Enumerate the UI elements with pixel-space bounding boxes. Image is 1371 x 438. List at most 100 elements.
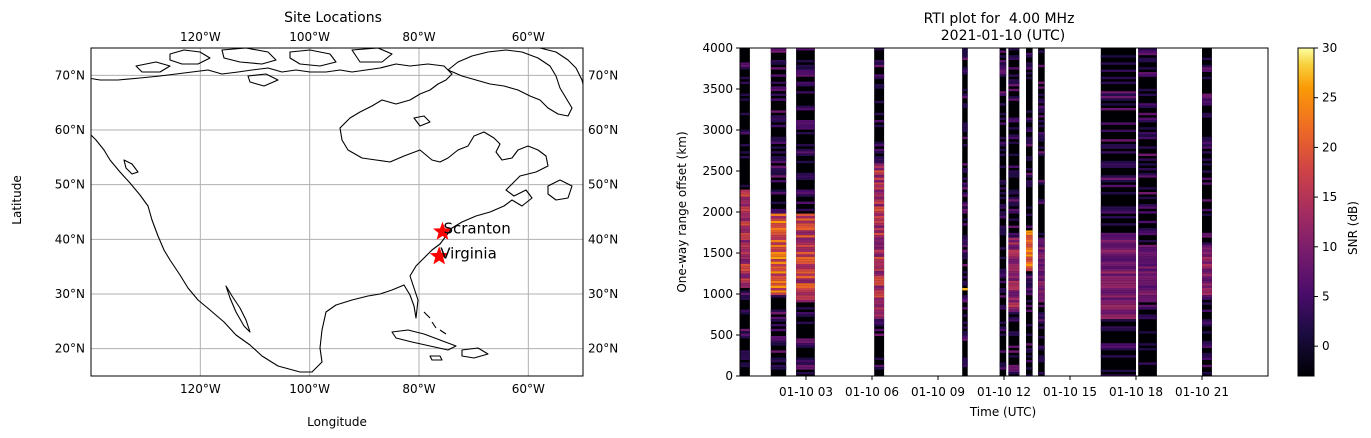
rti-cell: [770, 172, 787, 176]
rti-cell: [770, 139, 787, 142]
rti-cell: [796, 223, 815, 226]
coastline-newfoundland: [547, 179, 573, 201]
rti-cell: [1008, 316, 1020, 320]
rti-cell: [796, 194, 815, 197]
rti-cell: [874, 237, 885, 240]
rti-cell: [1100, 307, 1136, 310]
rti-cell: [1138, 362, 1157, 365]
rti-cell: [1100, 309, 1136, 312]
rti-cell: [770, 146, 787, 149]
rti-cell: [1008, 309, 1020, 312]
rti-cell: [740, 297, 750, 300]
rti-cell: [1138, 268, 1157, 272]
rti-cell: [796, 240, 815, 243]
rti-cell: [1038, 64, 1045, 68]
rti-cell: [874, 278, 885, 281]
rti-cell: [1202, 340, 1212, 344]
rti-cell: [874, 206, 885, 209]
rti-cell: [740, 151, 750, 154]
rti-cell: [1026, 285, 1033, 288]
rti-cell: [770, 271, 787, 274]
rti-cell: [1026, 240, 1033, 243]
rti-cell: [1026, 343, 1033, 346]
rti-cell: [874, 201, 885, 204]
rti-cell: [962, 314, 968, 317]
rti-cell: [1038, 199, 1045, 202]
rti-cell: [962, 362, 968, 365]
rti-cell: [770, 247, 787, 250]
rti-cell: [999, 204, 1007, 207]
rti-cell: [1026, 300, 1033, 303]
rti-cell: [796, 127, 815, 130]
rti-cell: [962, 144, 968, 147]
rti-cell: [1038, 151, 1045, 154]
rti-cell: [740, 225, 750, 228]
coastline-arctic-island-4: [351, 48, 393, 63]
rti-cell: [1138, 136, 1157, 140]
rti-cell: [1202, 76, 1212, 80]
rti-cell: [962, 338, 968, 341]
rti-cell: [1026, 175, 1033, 178]
rti-data-block: [1026, 48, 1033, 376]
rti-cell: [740, 331, 750, 334]
rti-cell: [1008, 259, 1020, 262]
rti-cell: [1100, 374, 1136, 376]
rti-cell: [770, 62, 787, 65]
rti-cell: [1100, 232, 1136, 236]
rti-cell: [796, 48, 815, 51]
rti-ytick-label: 2000: [702, 205, 733, 219]
rti-cell: [1100, 348, 1136, 351]
rti-cell: [1038, 115, 1045, 118]
rti-cell: [1008, 276, 1020, 279]
rti-cell: [1026, 280, 1033, 284]
rti-cell: [796, 84, 815, 87]
rti-cell: [1100, 304, 1136, 308]
rti-cell: [740, 230, 750, 233]
rti-cell: [874, 316, 885, 320]
rti-cell: [1026, 278, 1033, 281]
rti-cell: [1100, 283, 1136, 286]
rti-cell: [1100, 208, 1136, 212]
rti-panel: RTI plot for 4.00 MHz 2021-01-10 (UTC) 0…: [675, 11, 1360, 419]
rti-cell: [1100, 261, 1136, 264]
rti-cell: [1038, 259, 1045, 262]
rti-cell: [1202, 364, 1212, 368]
rti-cell: [874, 160, 885, 164]
rti-cell: [962, 264, 968, 267]
rti-cell: [1008, 319, 1020, 322]
rti-cell: [1202, 199, 1212, 202]
rti-cell: [770, 364, 787, 368]
rti-cell: [1138, 117, 1157, 120]
rti-block-background: [1038, 48, 1045, 376]
map-ytick-label-left: 70°N: [55, 68, 85, 82]
rti-cell: [1202, 213, 1212, 216]
rti-cell: [962, 105, 968, 108]
coastlines: [91, 48, 583, 373]
rti-cell: [740, 213, 750, 216]
rti-cell: [1100, 211, 1136, 214]
rti-cell: [1026, 256, 1033, 260]
rti-cell: [1202, 136, 1212, 140]
coastline-mainland: [91, 63, 549, 373]
rti-cell: [1038, 242, 1045, 245]
rti-cell: [770, 256, 787, 260]
site-markers: Scranton Virginia: [429, 220, 511, 265]
rti-cell: [770, 324, 787, 327]
rti-cell: [1138, 264, 1157, 267]
rti-cell: [1038, 86, 1045, 89]
rti-cell: [1100, 163, 1136, 166]
rti-xtick-label: 01-10 18: [1109, 385, 1163, 399]
rti-cell: [770, 180, 787, 183]
rti-cell: [1008, 232, 1020, 236]
map-ytick-label-right: 30°N: [588, 287, 618, 301]
rti-cell: [1100, 252, 1136, 255]
rti-cell: [1008, 57, 1020, 60]
rti-cell: [740, 93, 750, 96]
map-xtick-label-bottom: 100°W: [289, 382, 330, 396]
rti-cell: [1038, 136, 1045, 140]
rti-cell: [1100, 314, 1136, 317]
rti-cell: [1008, 290, 1020, 293]
rti-cell: [1138, 220, 1157, 224]
rti-cell: [1202, 100, 1212, 104]
rti-cell: [962, 223, 968, 226]
